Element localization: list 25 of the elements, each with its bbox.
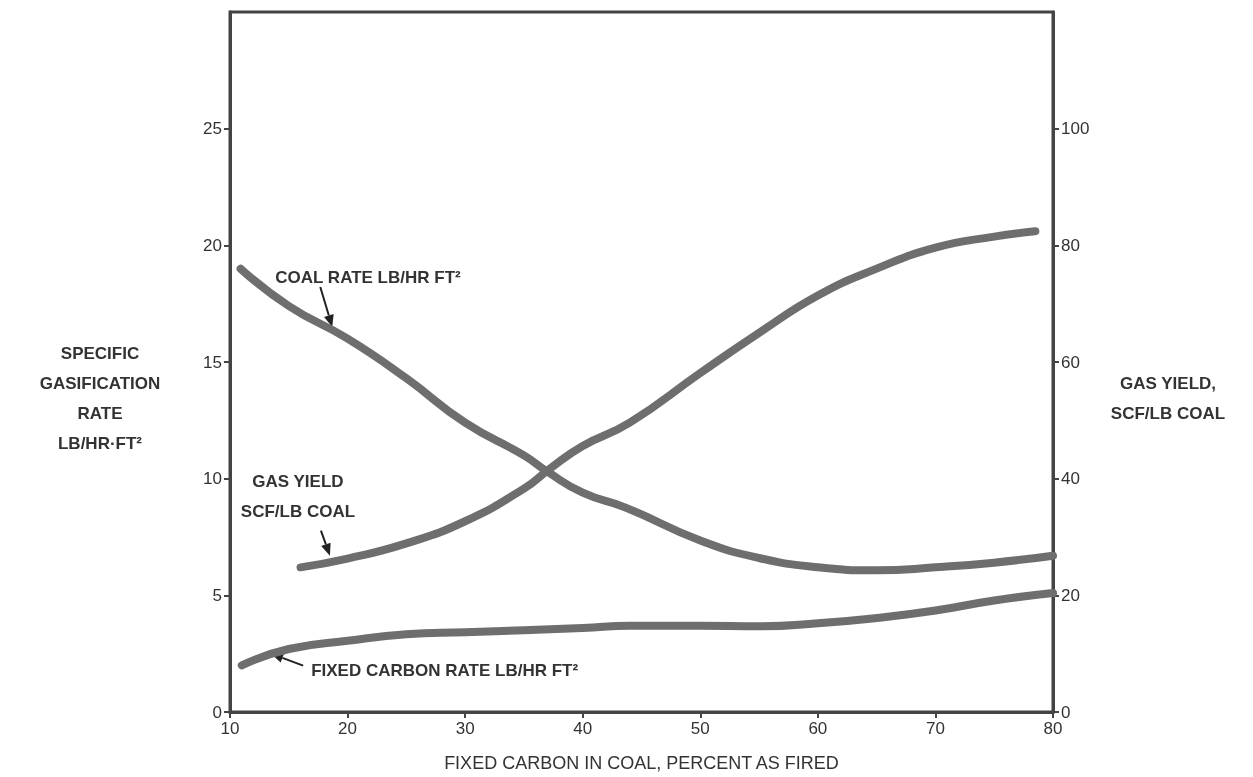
- annotation: GAS YIELD SCF/LB COAL: [240, 472, 356, 522]
- y2-axis-title: GAS YIELD, SCF/LB COAL: [1110, 373, 1226, 423]
- x-tick-label: 40: [573, 719, 593, 738]
- y2-tick-label: 40: [1061, 469, 1080, 489]
- y-axis-title: SPECIFIC GASIFICATION RATE LB/HR·FT²: [39, 343, 161, 453]
- y2-tick-label: 20: [1061, 585, 1080, 605]
- x-tick-label: 30: [455, 719, 475, 738]
- x-tick-label: 50: [690, 719, 710, 738]
- y2-tick-label: 100: [1061, 119, 1090, 139]
- x-tick-label: 80: [1043, 719, 1063, 738]
- y2-tick-label: 0: [1061, 702, 1071, 722]
- x-axis-title: FIXED CARBON IN COAL, PERCENT AS FIRED: [444, 753, 839, 773]
- y-tick-label: 5: [212, 585, 222, 605]
- y2-tick-label: 60: [1061, 352, 1080, 372]
- x-tick-label: 70: [925, 719, 945, 738]
- x-tick-label: 20: [338, 719, 358, 738]
- y-tick-label: 25: [203, 119, 222, 139]
- x-tick-label: 60: [808, 719, 828, 738]
- y-tick-label: 20: [203, 235, 222, 255]
- y-tick-label: 10: [203, 469, 222, 489]
- y-tick-label: 0: [212, 702, 222, 722]
- y2-tick-label: 80: [1061, 235, 1080, 255]
- annotation: COAL RATE LB/HR FT²: [275, 267, 462, 287]
- annotation: FIXED CARBON RATE LB/HR FT²: [311, 661, 579, 681]
- y-tick-label: 15: [203, 352, 222, 372]
